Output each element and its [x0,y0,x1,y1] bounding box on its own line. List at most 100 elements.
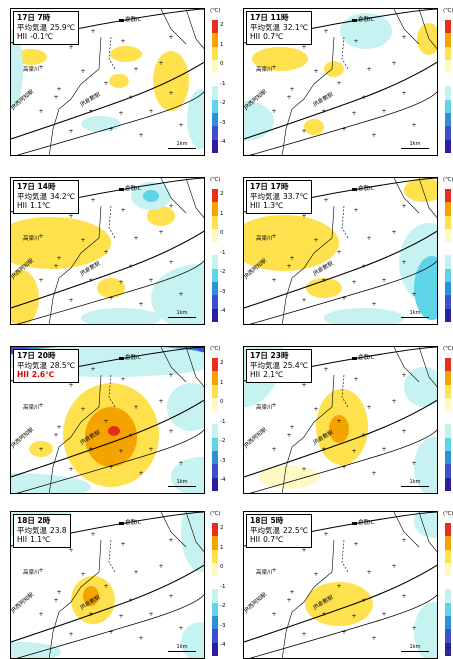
temperature-contour-area [11,29,23,109]
info-box: 17日 20時 平均気温 28.5℃ HII 2.6℃ [13,349,80,383]
measurement-point-marker: + [371,301,376,308]
river-label: 高梁川 [23,67,40,73]
scale-label: 1km [409,479,421,485]
road-line [16,594,204,658]
measurement-point-marker: + [158,229,163,236]
measurement-point-marker: + [68,44,73,51]
legend-color-bar [445,358,451,491]
temperature-map: ++++++++++++++++++++++倉敷IC高梁川JR倉敷駅JR西阿知駅… [243,177,438,325]
average-temperature-label: 平均気温 [250,191,280,201]
legend-swatch [212,562,218,577]
info-box: 18日 2時 平均気温 23.8 HII 1.1℃ [13,514,71,548]
measurement-point-marker: + [341,629,346,636]
legend-swatch [445,242,451,256]
road-line [418,178,437,219]
measurement-point-marker: + [178,460,183,467]
road-line [185,512,204,553]
measurement-point-marker: + [38,233,43,240]
measurement-point-marker: + [401,537,406,544]
average-temperature-row: 平均気温 23.8 [17,526,67,536]
measurement-point-marker: + [286,432,291,439]
measurement-point-marker: + [401,90,406,97]
legend-swatch [212,549,218,563]
legend-swatch [212,437,218,452]
legend-color-bar [445,523,451,656]
ic-label: 倉敷IC [358,355,375,361]
measurement-point-marker: + [168,259,173,266]
average-temperature-value: 34.2℃ [50,191,76,201]
measurement-point-marker: + [168,90,173,97]
map-canvas: ++++++++++++++++++++++ [11,178,204,324]
average-temperature-row: 平均気温 25.4℃ [250,361,308,371]
measurement-point-marker: + [341,126,346,133]
temperature-map: ++++++++++++++++++++++倉敷IC高梁川JR倉敷駅JR西阿知駅… [10,511,205,659]
map-panel: ++++++++++++++++++++++倉敷IC高梁川JR倉敷駅JR西阿知駅… [243,8,453,156]
temperature-contour-area [29,441,53,457]
measurement-point-marker: + [381,108,386,115]
measurement-point-marker: + [56,86,61,93]
legend-swatch [445,255,451,269]
road-line [249,429,437,493]
measurement-point-marker: + [336,80,341,87]
legend-swatch [212,20,218,34]
measurement-point-marker: + [353,38,358,45]
road-line [393,9,420,45]
average-temperature-label: 平均気温 [17,525,47,535]
legend-tick-label: -4 [220,308,226,314]
measurement-point-marker: + [128,432,133,439]
measurement-point-marker: + [68,213,73,220]
temperature-contour-area [181,622,204,658]
average-temperature-row: 平均気温 32.1℃ [250,23,308,33]
measurement-point-marker: + [411,122,416,129]
measurement-point-marker: + [411,291,416,298]
measurement-point-marker: + [401,259,406,266]
measurement-point-marker: + [351,613,356,620]
measurement-point-marker: + [38,277,43,284]
map-canvas: ++++++++++++++++++++++ [244,347,437,493]
average-temperature-value: 23.8 [50,525,67,535]
map-panel: ++++++++++++++++++++++倉敷IC高梁川JR倉敷駅JR西阿知駅… [10,8,225,156]
hii-label: HII [250,370,261,379]
measurement-point-marker: + [138,301,143,308]
measurement-point-marker: + [301,631,306,638]
measurement-point-marker: + [323,531,328,538]
legend-unit: (℃) [443,346,453,352]
measurement-point-marker: + [301,44,306,51]
legend-tick-label: -1 [220,418,226,425]
measurement-point-marker: + [411,625,416,632]
hii-row: HII 1.1℃ [17,535,67,545]
legend-swatch [445,228,451,243]
hii-row: HII 0.7℃ [250,535,308,545]
measurement-point-marker: + [271,233,276,240]
info-box: 17日 7時 平均気温 25.9℃ HII -0.1℃ [13,11,80,45]
temperature-contour-area [11,217,111,269]
hii-row: HII 2.6℃ [17,370,75,380]
temperature-contour-area [108,426,120,436]
measurement-point-marker: + [38,446,43,453]
legend-swatch [212,397,218,412]
road-line [160,178,187,214]
measurement-point-marker: + [168,34,173,41]
hii-label: HII [17,32,28,41]
measurement-point-marker: + [103,249,108,256]
measurement-point-marker: + [120,207,125,214]
measurement-point-marker: + [353,376,358,383]
measurement-point-marker: + [90,366,95,373]
temperature-contour-area [81,116,121,132]
railway-line [244,399,437,478]
measurement-point-marker: + [158,398,163,405]
scale-bar: 1km [168,141,196,149]
map-canvas: ++++++++++++++++++++++ [244,178,437,324]
measurement-point-marker: + [38,567,43,574]
ic-label: 倉敷IC [358,186,375,192]
road-line [393,178,420,214]
measurement-point-marker: + [286,597,291,604]
hii-value: 0.7℃ [263,32,284,41]
average-temperature-row: 平均気温 25.9℃ [17,23,75,33]
measurement-point-marker: + [366,569,371,576]
measurement-point-marker: + [271,446,276,453]
measurement-point-marker: + [53,94,58,101]
temperature-contour-area [414,602,437,658]
legend-swatch [212,86,218,100]
temperature-contour-area [147,206,175,226]
